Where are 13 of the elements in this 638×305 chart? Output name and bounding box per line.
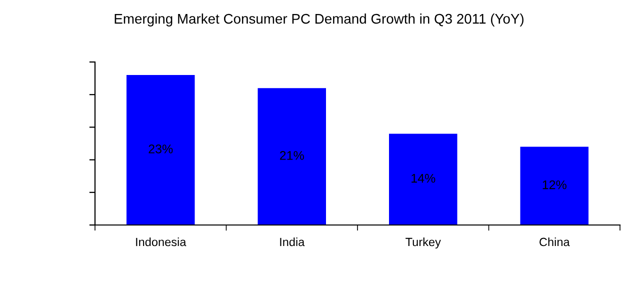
data-label: 12% [542,180,566,190]
x-tick-label: China [540,238,570,246]
bar [389,134,458,225]
data-label: 21% [280,151,304,160]
bar [258,88,326,225]
data-label: 23% [148,144,173,154]
x-tick-label: Indonesia [136,238,186,246]
x-tick-label: India [280,238,305,246]
chart-title: Emerging Market Consumer PC Demand Growth in Q3 2011 (YoY) [114,14,524,26]
bar [126,75,195,225]
x-tick-label: Turkey [406,238,441,249]
data-label: 14% [412,174,436,183]
bar [520,146,588,225]
